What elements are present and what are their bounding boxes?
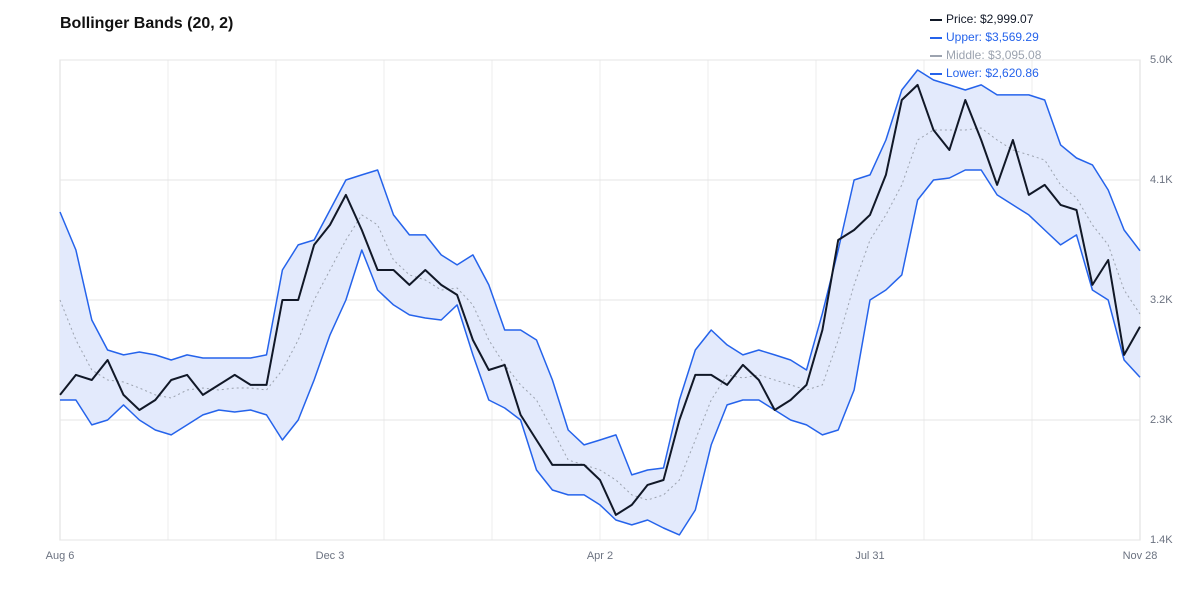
price-line xyxy=(59,83,1141,516)
legend-label: Price: $2,999.07 xyxy=(946,12,1034,26)
y-tick-label: 3.2K xyxy=(1150,294,1173,306)
x-tick-label: Dec 3 xyxy=(316,550,345,562)
x-tick-label: Nov 28 xyxy=(1123,550,1158,562)
y-tick-label: 2.3K xyxy=(1150,414,1173,426)
x-tick-label: Aug 6 xyxy=(46,550,75,562)
band-line xyxy=(59,127,1141,501)
chart-title: Bollinger Bands (20, 2) xyxy=(60,15,233,32)
y-tick-label: 1.4K xyxy=(1150,534,1173,546)
legend-label: Middle: $3,095.08 xyxy=(946,48,1042,62)
band-line xyxy=(60,169,1141,536)
y-tick-label: 5.0K xyxy=(1150,54,1173,66)
band-area xyxy=(60,70,1140,535)
band-line xyxy=(59,69,1141,476)
legend: Price: $2,999.07 Upper: $3,569.29 Middle: … xyxy=(930,12,1042,80)
legend-label: Lower: $2,620.86 xyxy=(946,66,1039,80)
x-tick-label: Apr 2 xyxy=(587,550,613,562)
legend-label: Upper: $3,569.29 xyxy=(946,30,1039,44)
y-tick-label: 4.1K xyxy=(1150,174,1173,186)
x-tick-label: Jul 31 xyxy=(855,550,884,562)
